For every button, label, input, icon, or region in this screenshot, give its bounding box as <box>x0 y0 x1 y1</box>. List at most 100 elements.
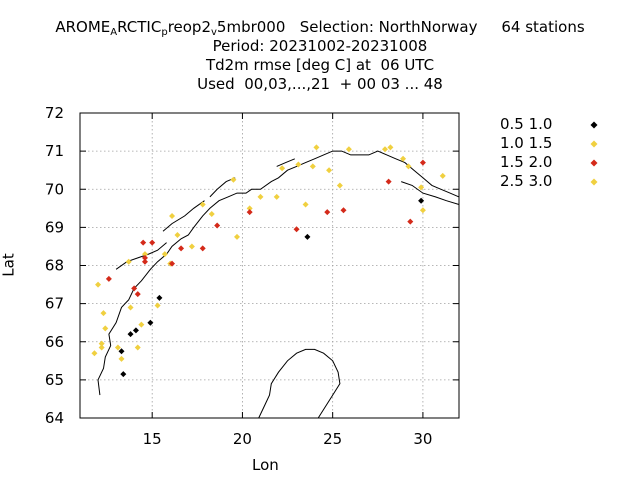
coastline-segment <box>258 348 341 419</box>
y-tick-label: 65 <box>45 371 64 389</box>
data-point-series-1 <box>405 163 412 170</box>
data-point-series-1 <box>134 344 141 351</box>
coastline-map <box>97 150 460 419</box>
x-tick-label: 20 <box>233 430 252 448</box>
data-point-series-1 <box>127 304 134 311</box>
y-tick-label: 66 <box>45 333 64 351</box>
data-point-series-1 <box>302 201 309 208</box>
grid-lines <box>80 113 459 418</box>
data-point-series-0 <box>127 331 134 338</box>
data-point-series-0 <box>418 197 425 204</box>
data-point-series-2 <box>178 245 185 252</box>
data-point-series-1 <box>102 325 109 332</box>
data-point-series-1 <box>439 172 446 179</box>
data-point-series-2 <box>385 178 392 185</box>
y-tick-label: 64 <box>45 409 64 427</box>
y-tick-label: 68 <box>45 257 64 275</box>
data-point-series-1 <box>309 163 316 170</box>
legend-marker <box>590 121 598 129</box>
legend-marker <box>590 140 598 148</box>
data-point-series-1 <box>419 207 426 214</box>
chart-title-line-2: Period: 20231002-20231008 <box>212 37 428 55</box>
chart-title-line-4: Used 00,03,...,21 + 00 03 ... 48 <box>197 75 443 93</box>
legend-marker <box>590 159 598 167</box>
data-point-series-1 <box>141 251 148 258</box>
y-tick-label: 72 <box>45 104 64 122</box>
data-point-series-2 <box>149 239 156 246</box>
data-point-series-1 <box>174 232 181 238</box>
data-point-series-0 <box>132 327 139 334</box>
data-point-series-2 <box>340 207 347 214</box>
data-point-series-2 <box>131 285 138 292</box>
data-point-series-2 <box>199 245 206 252</box>
data-point-series-1 <box>98 340 105 347</box>
data-point-series-1 <box>98 344 105 351</box>
coastline-segment <box>97 150 460 396</box>
data-point-series-2 <box>134 291 141 298</box>
legend-entry-label: 1.5 2.0 <box>500 153 553 171</box>
data-point-series-1 <box>91 350 98 357</box>
data-point-series-1 <box>100 310 107 317</box>
x-tick-label: 15 <box>143 430 162 448</box>
legend-entry-label: 1.0 1.5 <box>500 134 553 152</box>
data-point-series-0 <box>304 233 311 240</box>
data-point-series-0 <box>118 348 125 355</box>
data-point-series-1 <box>387 144 394 151</box>
data-point-series-1 <box>326 167 333 174</box>
data-point-series-2 <box>293 226 300 233</box>
coastline-segment <box>276 158 295 167</box>
y-tick-label: 69 <box>45 218 64 236</box>
axis-ticks <box>80 112 459 419</box>
data-point-series-1 <box>138 321 145 328</box>
data-point-series-2 <box>169 260 176 267</box>
data-point-series-1 <box>273 193 280 200</box>
data-point-series-1 <box>313 144 320 151</box>
data-point-series-1 <box>188 243 195 250</box>
data-point-series-1 <box>234 233 241 240</box>
data-point-series-2 <box>419 159 426 166</box>
data-point-series-1 <box>114 344 121 351</box>
data-point-series-2 <box>214 222 221 229</box>
y-tick-label: 71 <box>45 142 64 160</box>
data-point-series-1 <box>257 193 264 200</box>
y-axis-label: Lat <box>0 253 18 277</box>
coastline-segment <box>162 200 205 232</box>
x-axis-label: Lon <box>252 456 279 474</box>
data-point-series-1 <box>118 355 125 362</box>
data-point-series-1 <box>400 155 407 162</box>
data-point-series-2 <box>246 209 253 216</box>
coastline-segment <box>115 242 167 270</box>
data-point-series-2 <box>105 275 112 282</box>
data-point-series-0 <box>147 319 154 326</box>
y-tick-label: 70 <box>45 180 64 198</box>
data-point-series-1 <box>161 251 168 258</box>
data-point-series-1 <box>336 182 343 189</box>
data-point-series-1 <box>418 184 425 191</box>
data-point-series-1 <box>279 165 286 172</box>
axis-tick-labels: 15 20 25 30 64 65 66 67 68 69 70 71 72 <box>45 104 433 448</box>
data-point-series-1 <box>230 176 237 183</box>
data-point-series-1 <box>125 258 132 265</box>
legend-entry-label: 2.5 3.0 <box>500 172 553 190</box>
x-tick-label: 30 <box>413 430 432 448</box>
data-point-series-2 <box>140 239 147 246</box>
data-point-series-1 <box>295 161 302 168</box>
data-point-series-1 <box>382 146 389 153</box>
chart-title-line-3: Td2m rmse [deg C] at 06 UTC <box>205 56 435 74</box>
coastline-segment <box>401 181 460 205</box>
data-point-series-1 <box>95 281 102 288</box>
data-point-series-1 <box>345 146 352 153</box>
data-point-series-1 <box>208 211 215 218</box>
data-points <box>91 144 446 378</box>
x-tick-label: 25 <box>323 430 342 448</box>
data-point-series-1 <box>199 201 206 208</box>
data-point-series-1 <box>169 212 176 219</box>
data-point-series-1 <box>246 205 253 212</box>
chart-title-line-1: AROMEARCTICpreop2v5mbr000 Selection: Nor… <box>55 18 585 38</box>
data-point-series-1 <box>154 302 161 309</box>
legend-marker <box>590 178 598 186</box>
data-point-series-2 <box>324 209 331 216</box>
legend-markers <box>590 121 598 186</box>
data-point-series-2 <box>407 218 414 225</box>
